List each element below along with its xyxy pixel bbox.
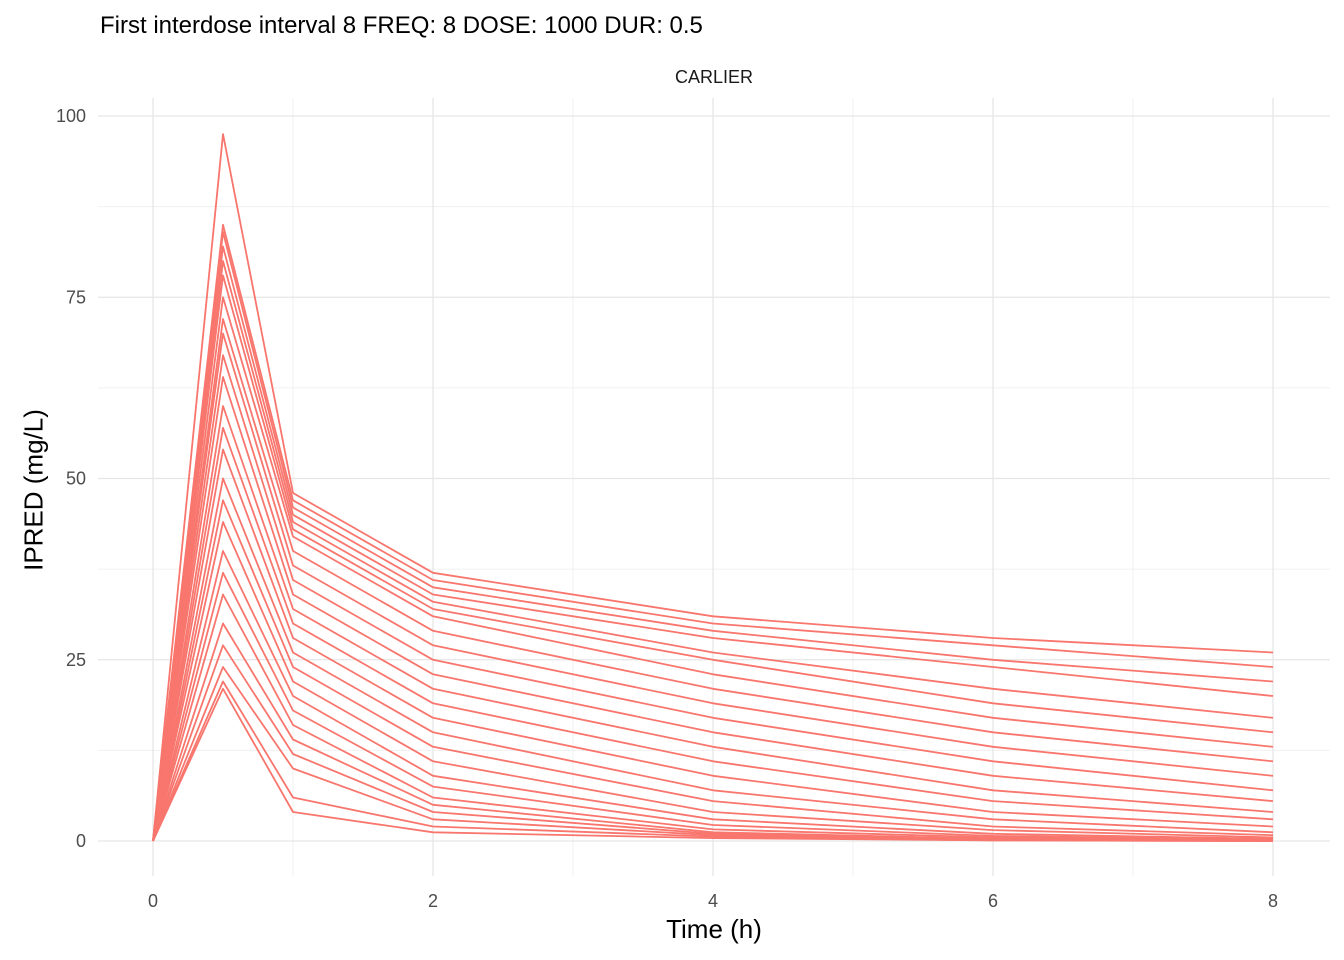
y-tick-label: 25 bbox=[66, 650, 86, 670]
series-line bbox=[152, 223, 1274, 842]
series-line bbox=[152, 245, 1274, 842]
series-line bbox=[152, 133, 1274, 842]
series-line bbox=[152, 274, 1274, 842]
series-line bbox=[152, 521, 1274, 842]
x-tick-label: 6 bbox=[988, 891, 998, 911]
y-tick-label: 50 bbox=[66, 469, 86, 489]
series-line bbox=[152, 571, 1274, 842]
x-tick-label: 4 bbox=[708, 891, 718, 911]
series-line bbox=[152, 499, 1274, 842]
x-tick-label: 2 bbox=[428, 891, 438, 911]
series-line bbox=[152, 448, 1274, 842]
series-line bbox=[152, 354, 1274, 842]
y-tick-label: 100 bbox=[56, 106, 86, 126]
series-line bbox=[152, 687, 1274, 842]
chart-title: First interdose interval 8 FREQ: 8 DOSE:… bbox=[100, 12, 703, 39]
facet-label: CARLIER bbox=[674, 67, 754, 87]
series-line bbox=[152, 260, 1274, 842]
series-line bbox=[152, 405, 1274, 842]
series-line bbox=[152, 593, 1274, 842]
series-line bbox=[152, 296, 1274, 842]
x-tick-label: 0 bbox=[148, 891, 158, 911]
series-line bbox=[152, 318, 1274, 842]
series-line bbox=[152, 426, 1274, 842]
y-tick-label: 0 bbox=[76, 831, 86, 851]
series-line bbox=[152, 376, 1274, 842]
series-line bbox=[152, 477, 1274, 842]
series-line bbox=[152, 231, 1274, 842]
x-axis-label: Time (h) bbox=[666, 914, 762, 944]
y-tick-label: 75 bbox=[66, 287, 86, 307]
series-line bbox=[152, 332, 1274, 842]
x-tick-label: 8 bbox=[1268, 891, 1278, 911]
series-line bbox=[152, 550, 1274, 842]
